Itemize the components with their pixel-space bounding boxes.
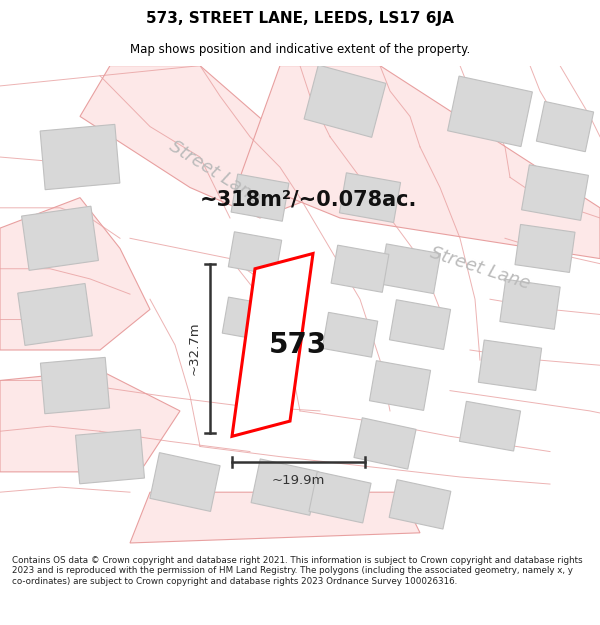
Text: ~318m²/~0.078ac.: ~318m²/~0.078ac. [200, 190, 418, 210]
Polygon shape [240, 66, 600, 259]
Polygon shape [222, 297, 278, 342]
Text: ~19.9m: ~19.9m [272, 474, 325, 486]
Polygon shape [229, 232, 281, 275]
Polygon shape [130, 492, 420, 543]
Polygon shape [354, 418, 416, 469]
Text: 573: 573 [268, 331, 326, 359]
Polygon shape [18, 284, 92, 346]
Polygon shape [389, 300, 451, 349]
Polygon shape [331, 245, 389, 292]
Polygon shape [0, 198, 150, 350]
Text: Contains OS data © Crown copyright and database right 2021. This information is : Contains OS data © Crown copyright and d… [12, 556, 583, 586]
Text: Street Lane: Street Lane [428, 244, 532, 293]
Text: Street Lane: Street Lane [166, 137, 264, 208]
Polygon shape [40, 124, 120, 190]
Polygon shape [370, 361, 431, 411]
Polygon shape [515, 224, 575, 272]
Polygon shape [478, 340, 542, 391]
Polygon shape [40, 357, 110, 414]
Polygon shape [150, 452, 220, 511]
Polygon shape [309, 472, 371, 523]
Polygon shape [536, 101, 593, 152]
Polygon shape [22, 206, 98, 271]
Polygon shape [80, 66, 340, 218]
Polygon shape [304, 65, 386, 138]
Polygon shape [231, 174, 289, 221]
Text: ~32.7m: ~32.7m [187, 322, 200, 375]
Polygon shape [460, 401, 521, 451]
Polygon shape [500, 279, 560, 329]
Polygon shape [379, 244, 440, 294]
Polygon shape [76, 429, 145, 484]
Polygon shape [340, 173, 401, 222]
Polygon shape [448, 76, 532, 147]
Polygon shape [0, 370, 180, 472]
Polygon shape [389, 480, 451, 529]
Polygon shape [232, 254, 313, 436]
Text: Map shows position and indicative extent of the property.: Map shows position and indicative extent… [130, 42, 470, 56]
Polygon shape [251, 459, 319, 515]
Polygon shape [521, 165, 589, 221]
Text: 573, STREET LANE, LEEDS, LS17 6JA: 573, STREET LANE, LEEDS, LS17 6JA [146, 11, 454, 26]
Polygon shape [322, 312, 378, 357]
